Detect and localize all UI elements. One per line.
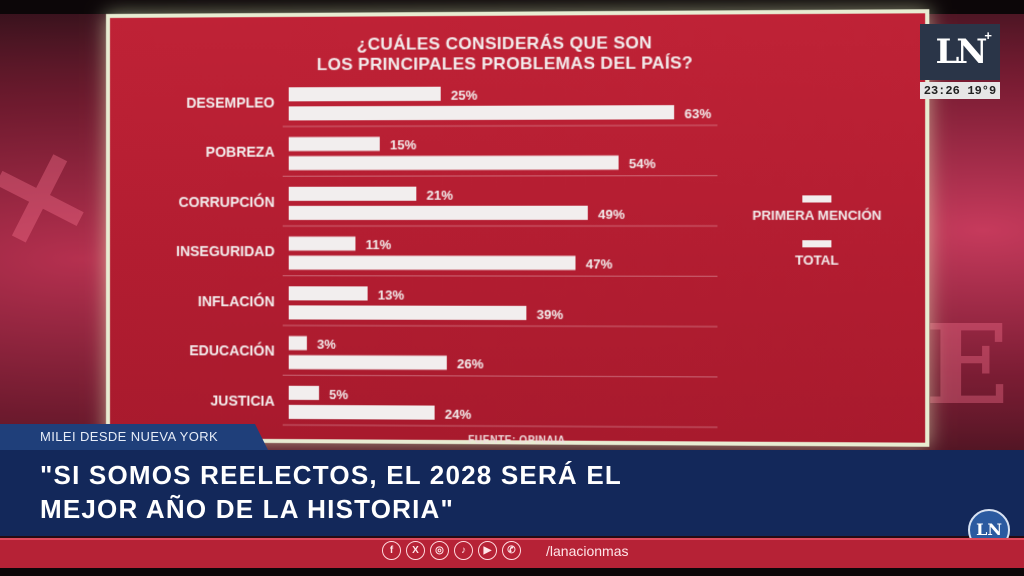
bar-primera-mencion [289,237,356,251]
social-handle: /lanacionmas [546,543,629,559]
bar-total [289,155,619,170]
group-divider [283,176,718,177]
bottom-strip [0,568,1024,576]
whatsapp-icon: ✆ [502,541,521,560]
bar-primera-mencion [289,386,319,400]
headline-line-1: "SI SOMOS REELECTOS, EL 2028 SERÁ EL [40,458,940,492]
data-label: 25% [451,88,478,103]
data-label: 26% [457,357,484,372]
bar-primera-mencion [289,87,441,102]
category-label: INFLACIÓN [198,292,275,309]
legend-label: TOTAL [795,252,839,267]
clock-time: 23:26 [924,84,960,98]
category-label: JUSTICIA [210,392,274,408]
social-icons: f X ◎ ♪ ▶ ✆ [382,541,521,560]
legend-label: PRIMERA MENCIÓN [752,208,881,223]
data-label: 11% [366,238,392,253]
instagram-icon: ◎ [430,541,449,560]
data-label: 54% [629,156,656,171]
temperature: 19°9 [967,84,996,98]
data-label: 5% [329,387,348,402]
clock-temperature: 23:26 19°9 [920,82,1000,99]
background-decor-right: E [925,300,1009,429]
bar-primera-mencion [289,286,368,300]
bar-primera-mencion [289,336,307,350]
data-label: 47% [586,257,613,272]
chart-screen: ¿CUÁLES CONSIDERÁS QUE SON LOS PRINCIPAL… [106,9,929,447]
data-label: 39% [537,307,564,322]
data-label: 3% [317,337,336,352]
headline-line-2: MEJOR AÑO DE LA HISTORIA" [40,492,940,526]
chart-source: FUENTE: OPINAIA [468,435,565,447]
facebook-icon: f [382,541,401,560]
category-label: EDUCACIÓN [189,342,274,359]
logo-text: LN [936,32,985,72]
group-divider [283,375,718,377]
bar-total [289,206,588,220]
logo-mark: + [984,28,992,43]
bar-primera-mencion [289,137,380,151]
category-label: POBREZA [206,144,275,160]
bar-total [289,355,447,370]
data-label: 21% [426,188,453,203]
youtube-icon: ▶ [478,541,497,560]
legend-swatch [802,195,831,202]
group-divider [283,125,718,126]
group-divider [283,325,718,326]
bar-total [289,305,527,320]
data-label: 49% [598,207,625,222]
category-label: DESEMPLEO [186,94,274,110]
headline: "SI SOMOS REELECTOS, EL 2028 SERÁ EL MEJ… [40,458,940,526]
data-label: 24% [445,407,472,422]
tiktok-icon: ♪ [454,541,473,560]
bar-total [289,256,576,270]
x-icon: X [406,541,425,560]
data-label: 15% [390,138,417,153]
category-label: INSEGURIDAD [176,244,274,260]
legend-swatch [802,240,831,247]
data-label: 63% [684,106,711,121]
group-divider [283,425,718,427]
category-label: CORRUPCIÓN [178,193,274,210]
bar-total [289,105,674,120]
topic-tag: MILEI DESDE NUEVA YORK [0,424,268,450]
channel-logo: LN + [920,24,1000,80]
group-divider [283,276,718,277]
bar-primera-mencion [289,187,417,201]
bar-chart: DESEMPLEO 25% 63% POBREZA 15% 54% CORRUPCIÓN 21… [110,13,925,442]
data-label: 13% [378,287,405,302]
bar-total [289,405,435,420]
